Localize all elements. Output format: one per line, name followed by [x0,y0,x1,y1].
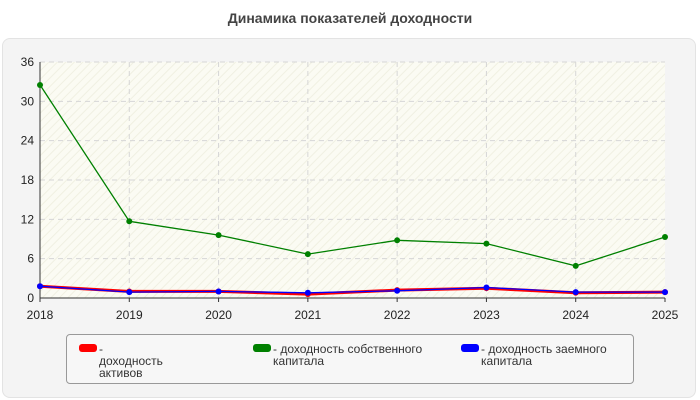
x-tick-label: 2021 [295,308,322,322]
series-2 [37,283,668,296]
plot-area [40,62,665,298]
series-1 [37,81,668,269]
data-point [483,240,490,247]
data-point [572,289,579,296]
x-tick-label: 2019 [116,308,143,322]
y-tick-label: 12 [21,212,35,226]
y-tick-label: 30 [21,94,35,108]
data-point [572,262,579,269]
tick-labels: 0 6 12 18 24 30 36 2018 2019 2020 2021 2022 2023 2024… [21,55,679,322]
data-point [126,218,133,225]
data-point [215,288,222,295]
data-point [215,232,222,239]
data-point [394,237,401,244]
axes [39,62,665,299]
chart-title: Динамика показателей доходности [227,10,473,26]
y-tick-label: 18 [21,173,35,187]
x-tick-label: 2018 [27,308,54,322]
data-point [126,289,133,296]
x-tick-label: 2022 [384,308,411,322]
series-line [39,84,666,267]
series-line [39,285,665,294]
data-point [304,289,311,296]
legend-swatch-green [253,344,271,352]
legend-label-equity: - доходность собственного капитала [273,342,423,368]
data-point [37,283,43,290]
y-tick-label: 0 [27,291,34,305]
data-point [394,287,401,294]
data-point [304,251,311,258]
data-point [37,81,43,88]
x-tick-label: 2020 [205,308,232,322]
x-tick-label: 2023 [473,308,500,322]
legend: - доходность активов - доходность собств… [66,334,634,384]
legend-label-debt: - доходность заемного капитала [481,342,607,368]
data-point [662,289,668,296]
legend-swatch-red [79,344,97,352]
y-tick-label: 36 [21,55,35,69]
legend-label-assets: - доходность активов [99,342,163,380]
y-tick-label: 6 [27,252,34,266]
x-tick-label: 2024 [562,308,589,322]
series-group [37,81,668,298]
data-point [662,234,668,241]
y-tick-label: 24 [21,134,35,148]
data-point [483,284,490,291]
grid-lines [40,61,665,298]
legend-swatch-blue [461,344,479,352]
x-tick-label: 2025 [652,308,679,322]
